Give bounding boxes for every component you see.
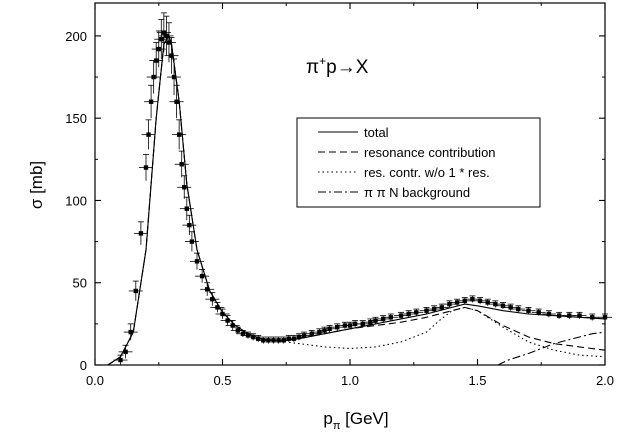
- y-axis-label: σ [mb]: [27, 161, 46, 209]
- data-point: [442, 300, 457, 308]
- data-point: [139, 153, 153, 181]
- data-point: [434, 303, 449, 311]
- data-point: [521, 307, 536, 314]
- data-point: [322, 325, 337, 333]
- data-point: [200, 282, 215, 296]
- ticks-layer: 0.0 0.5 1.0 1.5 2.0 0 50 100 150 200: [65, 3, 614, 388]
- data-point: [118, 344, 133, 359]
- data-point: [531, 308, 546, 316]
- data-point: [376, 315, 391, 323]
- data-point: [368, 316, 383, 324]
- data-point: [144, 84, 159, 119]
- x-axis-label: pπ [GeV]: [323, 409, 388, 431]
- data-point: [164, 37, 179, 74]
- data-point: [151, 30, 166, 68]
- y-tick-label: 100: [65, 193, 87, 208]
- data-point: [179, 196, 194, 221]
- data-point: [427, 305, 442, 313]
- data-point: [225, 320, 240, 331]
- legend-label: total: [364, 125, 389, 140]
- data-point: [330, 323, 345, 331]
- data-point: [210, 302, 225, 313]
- legend-label: res. contr. w/o 1 * res.: [364, 165, 490, 180]
- legend-label: π π N background: [364, 185, 470, 200]
- data-point: [141, 119, 156, 150]
- data-point: [465, 295, 480, 303]
- data-point: [123, 323, 138, 341]
- data-point: [511, 305, 526, 313]
- data-point: [205, 292, 220, 306]
- data-point: [419, 307, 434, 314]
- data-point: [215, 308, 230, 319]
- data-point: [585, 313, 600, 321]
- legend-label: resonance contribution: [364, 145, 496, 160]
- data-point: [503, 303, 518, 311]
- legend-item: res. contr. w/o 1 * res.: [318, 165, 490, 180]
- data-point: [541, 310, 556, 318]
- y-tick-label: 200: [65, 29, 87, 44]
- legend-item: π π N background: [318, 185, 470, 200]
- data-point: [195, 269, 210, 283]
- data-point: [174, 150, 189, 178]
- x-tick-label: 0.0: [86, 373, 104, 388]
- data-point: [167, 58, 182, 96]
- legend: total resonance contribution res. contr. w…: [296, 117, 541, 208]
- data-point: [355, 320, 370, 328]
- legend-item: resonance contribution: [318, 145, 496, 160]
- data-point: [450, 298, 465, 306]
- data-point: [156, 12, 171, 53]
- data-point: [297, 331, 312, 339]
- reaction-annotation: π+p→X: [306, 54, 369, 78]
- data-point: [169, 84, 184, 119]
- y-tick-label: 0: [80, 358, 87, 373]
- data-point: [190, 252, 204, 270]
- data-point: [177, 175, 192, 199]
- data-point: [394, 311, 408, 319]
- x-tick-label: 2.0: [596, 373, 614, 388]
- x-tick-label: 0.5: [213, 373, 231, 388]
- data-point: [480, 298, 495, 306]
- y-tick-label: 150: [65, 111, 87, 126]
- series-line-3: [497, 331, 606, 366]
- data-point: [133, 221, 148, 245]
- data-point: [154, 19, 169, 59]
- data-point: [457, 297, 472, 305]
- data-point: [172, 119, 187, 150]
- data-points-layer: [113, 12, 612, 365]
- x-tick-label: 1.5: [468, 373, 486, 388]
- data-point: [496, 302, 510, 310]
- data-point: [128, 280, 143, 301]
- data-point: [184, 231, 199, 252]
- x-tick-label: 1.0: [341, 373, 359, 388]
- data-point: [409, 308, 424, 316]
- data-point: [473, 297, 488, 305]
- data-point: [304, 330, 319, 338]
- y-tick-label: 50: [73, 276, 87, 291]
- legend-item: total: [318, 125, 389, 140]
- data-point: [572, 311, 587, 319]
- data-point: [488, 300, 503, 308]
- data-point: [113, 354, 128, 365]
- data-point: [149, 42, 164, 79]
- data-point: [383, 313, 398, 321]
- data-point: [401, 310, 416, 318]
